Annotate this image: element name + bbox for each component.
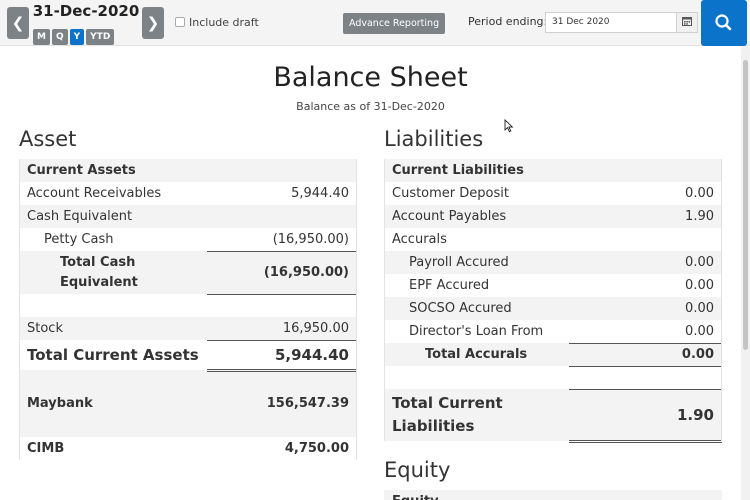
total-cash-equivalent-label: Total Cash Equivalent bbox=[19, 251, 207, 294]
mouse-cursor-icon bbox=[504, 119, 514, 133]
period-button-ytd[interactable]: YTD bbox=[86, 29, 115, 45]
epf-accured-amount[interactable]: 0.00 bbox=[685, 278, 714, 293]
table-row[interactable]: Payroll Accured 0.00 bbox=[384, 251, 722, 274]
account-receivables-label: Account Receivables bbox=[27, 186, 162, 201]
asset-table-border bbox=[356, 159, 357, 460]
period-ending-label: Period ending: bbox=[468, 15, 548, 28]
table-row[interactable]: CIMB 4,750.00 bbox=[19, 437, 357, 460]
total-current-liabilities-amount: 1.90 bbox=[569, 388, 722, 443]
account-payables-amount[interactable]: 1.90 bbox=[569, 205, 722, 228]
total-cash-equivalent-amount: (16,950.00) bbox=[206, 250, 357, 295]
table-row[interactable]: Maybank 156,547.39 bbox=[19, 392, 357, 415]
table-row: Current Assets bbox=[19, 159, 357, 182]
customer-deposit-label: Customer Deposit bbox=[392, 186, 509, 201]
petty-cash-label: Petty Cash bbox=[44, 232, 114, 247]
chevron-left-icon: ❮ bbox=[11, 14, 25, 32]
table-row bbox=[19, 415, 357, 437]
period-button-year[interactable]: Y bbox=[69, 29, 85, 45]
liabilities-section-title: Liabilities bbox=[384, 127, 484, 151]
report-title: Balance Sheet bbox=[273, 62, 468, 93]
selected-date: 31-Dec-2020 bbox=[32, 2, 140, 20]
cimb-amount[interactable]: 4,750.00 bbox=[284, 441, 349, 456]
period-button-quarter[interactable]: Q bbox=[51, 29, 68, 45]
total-current-liabilities-label: Total Current Liabilities bbox=[384, 389, 569, 441]
table-row: Cash Equivalent bbox=[19, 205, 357, 228]
accurals-label: Accurals bbox=[392, 232, 447, 247]
include-draft-checkbox[interactable] bbox=[175, 17, 185, 27]
petty-cash-amount[interactable]: (16,950.00) bbox=[272, 231, 349, 247]
table-row[interactable]: EPF Accured 0.00 bbox=[384, 274, 722, 297]
period-selector: M Q Y YTD bbox=[33, 24, 116, 45]
table-row[interactable]: Customer Deposit 0.00 bbox=[384, 182, 722, 205]
liabilities-table-border bbox=[384, 159, 385, 441]
total-current-assets-label: Total Current Assets bbox=[27, 346, 199, 364]
table-row[interactable]: SOCSO Accured 0.00 bbox=[384, 297, 722, 320]
table-row[interactable]: Stock 16,950.00 bbox=[19, 317, 357, 340]
advance-reporting-button[interactable]: Advance Reporting bbox=[343, 13, 446, 34]
period-button-month[interactable]: M bbox=[33, 29, 50, 45]
payroll-accured-amount[interactable]: 0.00 bbox=[569, 251, 722, 274]
cimb-label: CIMB bbox=[27, 441, 65, 456]
table-row: Current Liabilities bbox=[384, 159, 722, 182]
include-draft-label: Include draft bbox=[189, 16, 259, 29]
current-assets-header: Current Assets bbox=[19, 159, 357, 182]
account-payables-label: Account Payables bbox=[384, 205, 569, 228]
include-draft-toggle[interactable]: Include draft bbox=[175, 16, 259, 29]
table-row: Total Current Assets 5,944.40 bbox=[19, 339, 357, 372]
calendar-button[interactable] bbox=[677, 12, 698, 33]
equity-header: Equity bbox=[384, 490, 722, 500]
chevron-right-icon: ❯ bbox=[146, 14, 160, 32]
directors-loan-from-label: Director's Loan From bbox=[409, 324, 544, 339]
socso-accured-amount[interactable]: 0.00 bbox=[569, 297, 722, 320]
directors-loan-from-amount[interactable]: 0.00 bbox=[685, 323, 714, 339]
current-liabilities-header: Current Liabilities bbox=[384, 159, 722, 182]
table-row bbox=[19, 294, 357, 317]
liabilities-table-border bbox=[721, 159, 722, 441]
total-accurals-amount: 0.00 bbox=[569, 342, 722, 367]
period-ending-input[interactable]: 31 Dec 2020 bbox=[545, 12, 677, 33]
table-row: Accurals bbox=[384, 228, 722, 251]
asset-section-title: Asset bbox=[19, 127, 77, 151]
table-row: Total Accurals 0.00 bbox=[384, 342, 722, 367]
liabilities-table: Current Liabilities Customer Deposit 0.0… bbox=[384, 159, 722, 443]
customer-deposit-amount[interactable]: 0.00 bbox=[685, 186, 714, 201]
previous-period-button[interactable]: ❮ bbox=[7, 7, 29, 39]
scrollbar-thumb[interactable] bbox=[743, 60, 748, 350]
search-icon bbox=[715, 14, 732, 31]
epf-accured-label: EPF Accured bbox=[409, 278, 490, 293]
search-button[interactable] bbox=[701, 0, 747, 46]
total-accurals-label: Total Accurals bbox=[384, 343, 569, 366]
report-toolbar: ❮ 31-Dec-2020 M Q Y YTD ❯ Include draft Adv… bbox=[0, 0, 750, 46]
cash-equivalent-label: Cash Equivalent bbox=[19, 205, 207, 228]
table-row bbox=[19, 370, 357, 392]
table-row[interactable]: Petty Cash (16,950.00) bbox=[19, 228, 357, 251]
asset-table-border bbox=[19, 159, 20, 460]
maybank-amount[interactable]: 156,547.39 bbox=[206, 392, 357, 415]
next-period-button[interactable]: ❯ bbox=[142, 7, 164, 39]
equity-table: Equity bbox=[384, 490, 722, 500]
table-row[interactable]: Account Payables 1.90 bbox=[384, 205, 722, 228]
socso-accured-label: SOCSO Accured bbox=[384, 297, 569, 320]
stock-amount[interactable]: 16,950.00 bbox=[206, 317, 357, 340]
report-subtitle: Balance as of 31-Dec-2020 bbox=[296, 100, 445, 113]
table-row: Total Cash Equivalent (16,950.00) bbox=[19, 250, 357, 295]
account-receivables-amount[interactable]: 5,944.40 bbox=[291, 186, 349, 201]
maybank-label: Maybank bbox=[19, 392, 207, 415]
asset-table: Current Assets Account Receivables 5,944… bbox=[19, 159, 357, 460]
page-scrollbar[interactable] bbox=[741, 46, 750, 500]
equity-section-title: Equity bbox=[384, 458, 451, 482]
stock-label: Stock bbox=[19, 317, 207, 340]
payroll-accured-label: Payroll Accured bbox=[384, 251, 569, 274]
calendar-icon bbox=[682, 17, 692, 26]
table-row: Total Current Liabilities 1.90 bbox=[384, 388, 722, 443]
total-current-assets-amount: 5,944.40 bbox=[206, 339, 357, 372]
table-row bbox=[384, 366, 722, 389]
table-row[interactable]: Account Receivables 5,944.40 bbox=[19, 182, 357, 205]
table-row[interactable]: Director's Loan From 0.00 bbox=[384, 320, 722, 343]
